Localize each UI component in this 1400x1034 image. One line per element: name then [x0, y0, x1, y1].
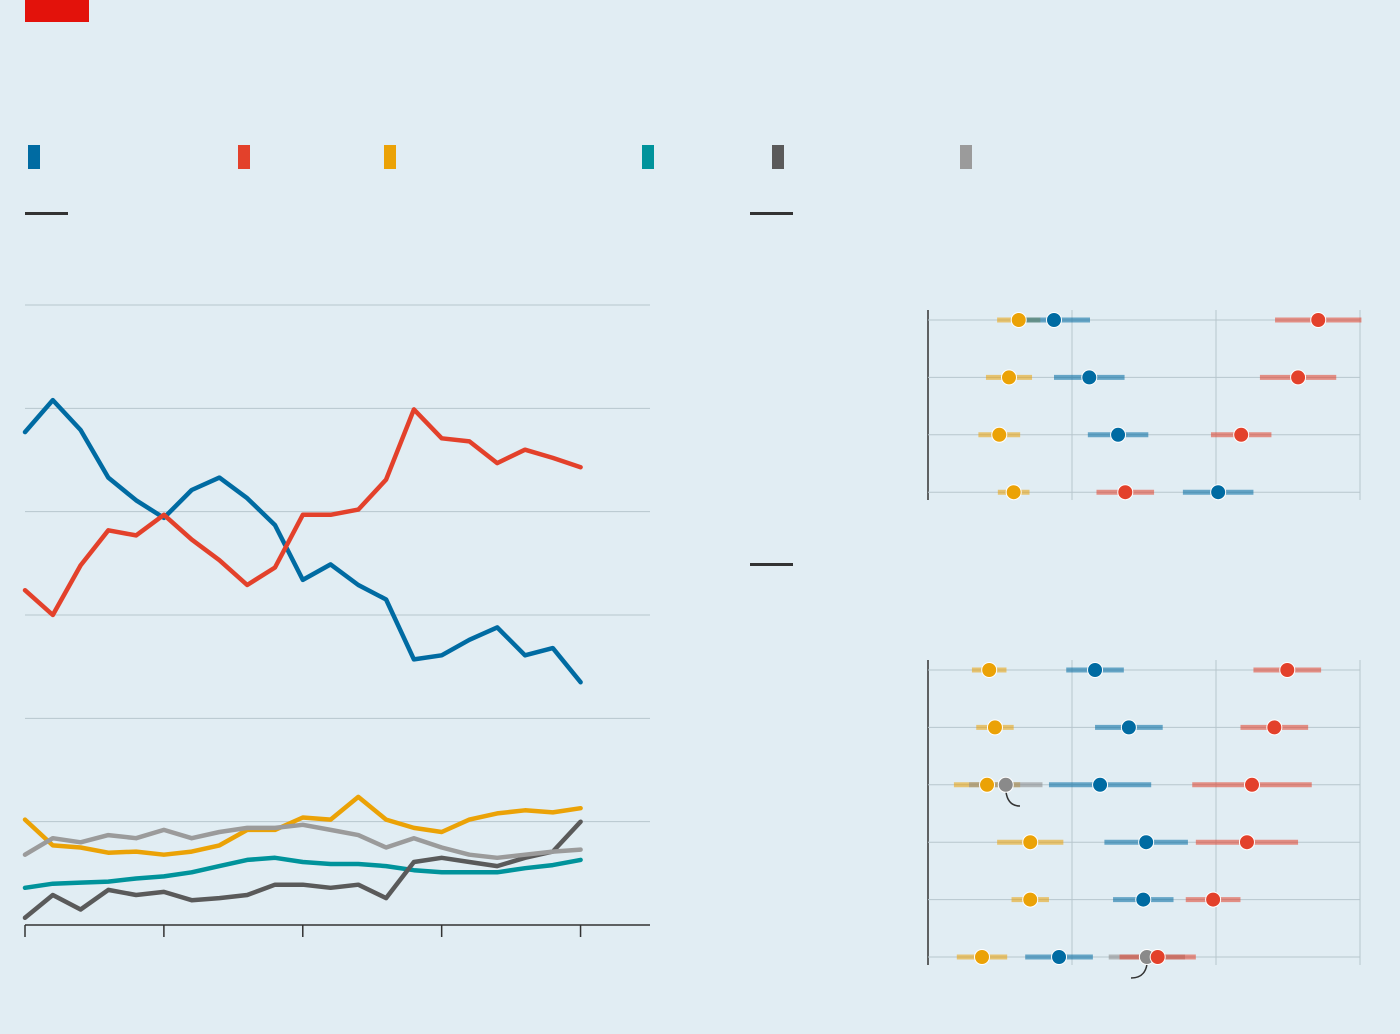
- legend-swatch: [238, 145, 250, 169]
- legend-swatch: [960, 145, 972, 169]
- dot: [1022, 834, 1039, 851]
- brand-tag: [25, 0, 89, 22]
- dot: [1238, 834, 1255, 851]
- dot: [997, 776, 1014, 793]
- dot: [1244, 776, 1260, 793]
- callout: [1130, 963, 1148, 979]
- dot: [991, 426, 1008, 443]
- callout: [1005, 791, 1021, 807]
- dot: [1138, 834, 1155, 851]
- legend-swatch: [642, 145, 654, 169]
- dot: [1110, 426, 1127, 443]
- legend-swatch: [772, 145, 784, 169]
- trend-line: [22, 819, 583, 921]
- dot: [979, 776, 996, 793]
- dot: [981, 662, 998, 678]
- dot: [974, 949, 990, 965]
- dot: [1205, 891, 1222, 908]
- dot: [1310, 312, 1327, 328]
- legend-swatch: [384, 145, 396, 169]
- section-rule: [750, 563, 793, 566]
- dot: [1117, 484, 1134, 501]
- dot: [1120, 719, 1137, 736]
- dot: [1210, 484, 1227, 501]
- dot: [1233, 426, 1250, 443]
- dot: [1087, 662, 1104, 678]
- dot: [1046, 312, 1062, 328]
- section-rule: [25, 212, 68, 215]
- dot: [1005, 484, 1022, 501]
- dot: [1290, 369, 1307, 386]
- section-rule: [750, 212, 793, 215]
- dot: [1022, 891, 1039, 908]
- dot: [1001, 369, 1017, 386]
- trend-line: [22, 407, 583, 618]
- dot: [986, 719, 1003, 736]
- trend-line: [22, 397, 583, 685]
- dot: [1081, 369, 1098, 386]
- dot: [1279, 662, 1296, 678]
- trend-line: [22, 855, 583, 891]
- trend-line: [22, 794, 583, 857]
- trend-line: [22, 822, 583, 861]
- dot: [1149, 949, 1166, 965]
- dot: [1051, 949, 1068, 965]
- legend-swatch: [28, 145, 40, 169]
- dot: [1092, 776, 1109, 793]
- dot: [1135, 891, 1152, 908]
- dot: [1266, 719, 1283, 736]
- dot: [1010, 312, 1027, 328]
